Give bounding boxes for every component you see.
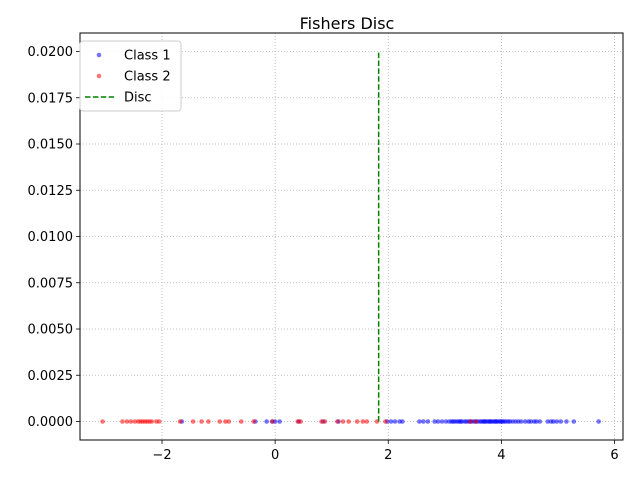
class-2-point (238, 419, 244, 424)
class-1-point (571, 419, 577, 424)
class-1-point (264, 419, 269, 424)
y-tick-label: 0.0150 (28, 138, 74, 153)
class-1-point (534, 419, 539, 424)
class-2-point (206, 419, 211, 424)
x-tick-label: 4 (497, 448, 505, 463)
class-1-point (421, 419, 426, 424)
y-tick-label: 0.0050 (28, 323, 74, 338)
class-1-point (545, 419, 551, 424)
class-2-point (364, 419, 370, 424)
class-2-point (354, 419, 360, 424)
legend-label-disc: Disc (124, 91, 152, 106)
class-1-point (388, 419, 394, 424)
class-2-point (217, 419, 223, 424)
legend-label-class-1: Class 1 (124, 49, 171, 64)
class-1-point (564, 419, 569, 424)
class-1-point (554, 419, 560, 424)
legend-marker-class-1 (96, 52, 102, 58)
class-1-point (537, 419, 543, 424)
class-2-point (100, 419, 105, 424)
class-2-point (467, 419, 473, 424)
class-1-point (417, 419, 422, 424)
y-tick-label: 0.0000 (28, 415, 74, 430)
axis-ticks: −2 0 2 4 6 0.0000 0.0025 0.0050 0.0075 0.0100 0.01… (28, 45, 619, 463)
class-1-point (392, 419, 398, 424)
class-2-point (124, 419, 130, 424)
class-1-point (439, 419, 445, 424)
class-1-point (596, 419, 601, 424)
class-2-point (199, 419, 204, 424)
class-2-point (473, 419, 479, 424)
class-1-point (443, 419, 449, 424)
class-2-point (120, 419, 125, 424)
class-2-point (156, 419, 162, 424)
class-1-point (528, 419, 534, 424)
legend: Class 1 Class 2 Disc (79, 40, 182, 112)
grid (80, 33, 623, 440)
class-2-point (346, 419, 351, 424)
class-2-point (190, 419, 196, 424)
class-2-point (360, 419, 366, 424)
y-tick-label: 0.0200 (28, 45, 74, 60)
x-tick-label: −2 (152, 448, 171, 463)
class-2-point (298, 419, 303, 424)
class-2-point (149, 419, 155, 424)
class-2-point (319, 419, 324, 424)
legend-label-class-2: Class 2 (124, 70, 171, 85)
class-2-point (223, 419, 228, 424)
class-1-point (551, 419, 556, 424)
legend-marker-class-2 (96, 73, 102, 79)
class-1-point (522, 419, 528, 424)
class-1-point (400, 419, 405, 424)
y-tick-label: 0.0025 (28, 369, 74, 384)
chart-title: Fishers Disc (300, 14, 395, 33)
class-2-point (132, 419, 138, 424)
legend-box (79, 40, 182, 112)
y-tick-label: 0.0175 (28, 91, 74, 106)
x-tick-label: 0 (271, 448, 279, 463)
plot-data (100, 51, 601, 424)
class-1-point (435, 419, 441, 424)
class-1-point (277, 419, 282, 424)
class-2-point (270, 419, 275, 424)
class-2-point (340, 419, 346, 424)
class-2-point (335, 419, 340, 424)
class-2-point (177, 419, 183, 424)
class-2-point (128, 419, 134, 424)
class-1-point (432, 419, 437, 424)
class-1-point (425, 419, 431, 424)
class-1-point (558, 419, 564, 424)
y-tick-label: 0.0075 (28, 276, 74, 291)
class-2-point (226, 419, 232, 424)
x-tick-label: 6 (610, 448, 618, 463)
y-tick-label: 0.0100 (28, 230, 74, 245)
y-tick-label: 0.0125 (28, 184, 74, 199)
class-2-point (251, 419, 256, 424)
x-tick-label: 2 (384, 448, 392, 463)
class-1-point (518, 419, 524, 424)
class-2-point (383, 419, 388, 424)
class-2-point (322, 419, 328, 424)
